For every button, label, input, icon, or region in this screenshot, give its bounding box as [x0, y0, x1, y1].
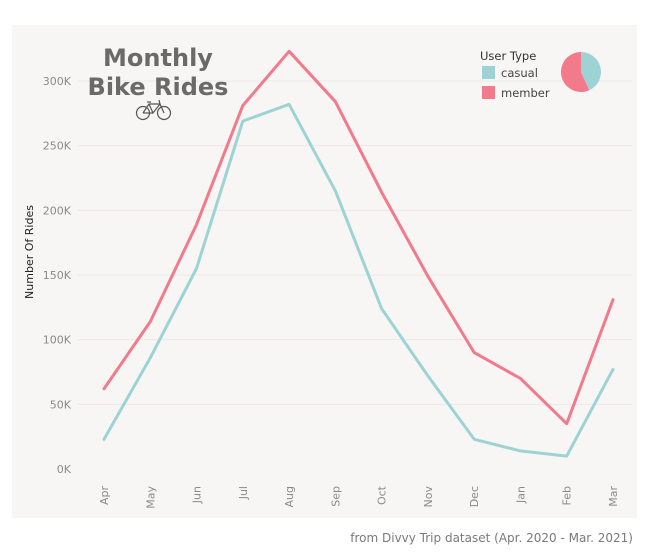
bicycle-icon [135, 99, 172, 121]
y-tick-label: 100K [43, 334, 72, 347]
pie-slice-member [561, 52, 590, 92]
x-tick-label: Nov [422, 486, 435, 508]
y-tick-label: 250K [43, 140, 72, 153]
y-tick-label: 0K [57, 463, 72, 476]
legend-pie-chart [561, 52, 602, 92]
x-tick-label: Apr [98, 486, 111, 506]
y-tick-label: 300K [43, 75, 72, 88]
x-tick-label: May [144, 486, 157, 509]
legend-title: User Type [480, 49, 536, 63]
series-line-casual [102, 102, 615, 458]
x-tick-label: Mar [607, 486, 620, 507]
y-tick-label: 50K [50, 398, 72, 411]
legend-swatch-casual [482, 66, 495, 79]
y-axis-label: Number Of Rides [23, 205, 36, 299]
legend-label-member: member [501, 86, 550, 100]
chart-title-line-2: Bike Rides [88, 73, 229, 101]
series-layer [102, 49, 615, 458]
chart-title-line-1: Monthly [103, 44, 213, 72]
chart-card [12, 25, 637, 518]
x-tick-label: Jul [237, 486, 250, 500]
source-footnote: from Divvy Trip dataset (Apr. 2020 - Mar… [350, 531, 633, 545]
grid-layer [78, 80, 632, 405]
x-tick-label: Oct [376, 485, 389, 505]
x-axis: Apr May Jun Jul Aug Sep Oct Nov Dec Jan Feb Mar [98, 485, 620, 508]
series-line-member [102, 49, 615, 426]
y-tick-label: 150K [43, 269, 72, 282]
y-tick-label: 200K [43, 204, 72, 217]
x-tick-label: Aug [283, 486, 296, 507]
x-tick-label: Jan [514, 486, 527, 504]
x-tick-label: Feb [561, 486, 574, 505]
pie-slice-casual [581, 52, 602, 91]
legend-swatch-member [482, 86, 495, 99]
x-tick-label: Dec [468, 486, 481, 507]
legend-label-casual: casual [501, 66, 538, 80]
y-axis: 0K 50K 100K 150K 200K 250K 300K [43, 75, 72, 476]
x-tick-label: Jun [191, 486, 204, 504]
x-tick-label: Sep [329, 486, 342, 507]
